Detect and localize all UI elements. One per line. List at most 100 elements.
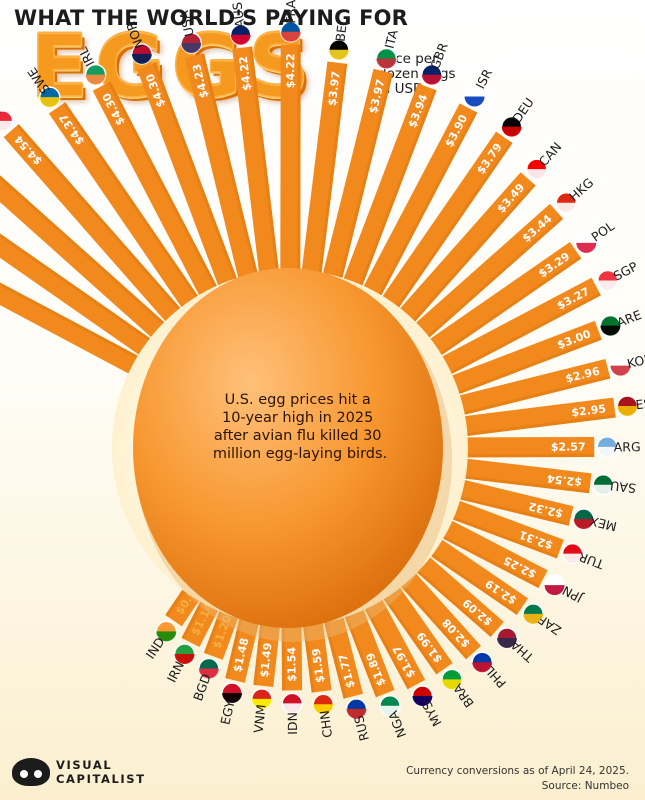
bar <box>437 397 616 440</box>
flag-band <box>198 668 219 679</box>
brand-logo: VISUAL CAPITALIST <box>12 752 152 790</box>
flag-icon <box>221 682 243 704</box>
flag-icon <box>375 47 398 70</box>
flag-band <box>597 280 618 291</box>
flag-icon <box>279 21 302 43</box>
bar-edge <box>351 583 411 690</box>
country-code: ARG <box>614 439 641 454</box>
flag-band <box>556 202 577 213</box>
country-code: NGA <box>385 708 409 740</box>
flag-band <box>496 637 517 648</box>
bar-edge <box>406 216 564 356</box>
bar-edge <box>417 255 582 371</box>
bar <box>439 436 595 458</box>
bar-group: $7.31 <box>0 162 163 387</box>
flag-band <box>526 169 547 180</box>
flag-icon <box>180 32 203 54</box>
brand-name-line: VISUAL <box>56 758 113 772</box>
bar-edge <box>380 141 513 331</box>
footnote: Currency conversions as of April 24, 202… <box>406 764 629 794</box>
flag-icon <box>496 627 518 649</box>
bar-edge <box>107 81 230 312</box>
bar-group: $2.32 <box>433 473 574 526</box>
country-code: BEL <box>332 17 350 42</box>
bar-edge <box>315 63 348 301</box>
value-label: $4.22 <box>237 55 254 91</box>
bar <box>395 203 564 356</box>
eggs-headline: EGGS <box>29 17 316 117</box>
brand-mark-icon <box>12 758 50 786</box>
bar <box>92 81 230 320</box>
bar <box>407 242 582 371</box>
bar-edge <box>408 538 519 615</box>
value-label: $2.54 <box>546 472 582 489</box>
bar-edge <box>62 102 214 321</box>
flag-icon <box>411 685 434 707</box>
country-code: RUS <box>351 714 372 743</box>
flag-band <box>313 704 334 715</box>
bar-edge <box>440 453 595 458</box>
currency-note: Currency conversions as of April 24, 202… <box>406 765 629 777</box>
flag-band <box>421 74 442 85</box>
flag-band <box>251 698 272 709</box>
country-code: KOR <box>625 350 645 371</box>
bar <box>437 455 592 494</box>
flag-icon <box>596 269 619 292</box>
country-code: SWE <box>24 65 52 97</box>
bar-edge <box>332 72 393 305</box>
bar-edge <box>334 590 379 698</box>
bar <box>298 61 348 301</box>
country-code: EGY <box>217 698 237 726</box>
flag-band <box>544 585 565 596</box>
flag-band <box>617 405 638 416</box>
flag-icon <box>0 110 14 132</box>
bar <box>418 508 548 589</box>
center-note-line: 10-year high in 2025 <box>222 410 373 426</box>
flag-band <box>328 49 349 60</box>
bar <box>0 162 163 387</box>
bar <box>3 124 199 342</box>
bar <box>418 277 601 387</box>
flag-icon <box>526 158 548 180</box>
bar-group: $2.95 <box>437 397 616 440</box>
flag-band <box>85 74 106 85</box>
center-note-line: U.S. egg prices hit a <box>225 392 371 408</box>
bar-edge <box>201 53 265 301</box>
bar-group: $3.97 <box>298 61 348 301</box>
bar <box>0 149 185 356</box>
flag-band <box>280 31 301 42</box>
flag-icon <box>173 643 196 665</box>
bar <box>48 102 214 330</box>
bar-edge <box>439 414 616 440</box>
flag-icon <box>463 85 486 108</box>
bar-edge <box>365 111 478 320</box>
bar-group: $4.23 <box>184 53 265 305</box>
flag-icon <box>592 474 614 496</box>
country-code: IDN <box>285 712 300 735</box>
flag-band <box>600 325 621 336</box>
bar-edge <box>396 552 493 637</box>
country-code: GBR <box>427 40 451 71</box>
bar-edge <box>367 574 439 675</box>
value-label: $4.22 <box>284 53 297 88</box>
flag-icon <box>561 542 584 565</box>
bar-edge <box>437 375 611 422</box>
country-code: AUS <box>229 1 247 28</box>
flag-band <box>576 242 597 253</box>
flag-icon <box>555 191 577 214</box>
bar <box>316 68 393 305</box>
bar <box>408 524 529 615</box>
flag-icon <box>39 86 61 108</box>
bar-edge <box>425 292 601 387</box>
flag-icon <box>421 63 443 86</box>
source-note: Source: Numbeo <box>541 780 629 792</box>
bar-group: $4.22 <box>280 44 301 299</box>
bar-edge <box>297 44 301 299</box>
brand-name: VISUAL CAPITALIST <box>56 758 146 786</box>
bar <box>433 473 574 526</box>
value-label: $3.97 <box>326 70 343 106</box>
flag-icon <box>616 395 639 417</box>
bar <box>426 320 602 404</box>
bar-group: $4.30 <box>92 81 230 320</box>
